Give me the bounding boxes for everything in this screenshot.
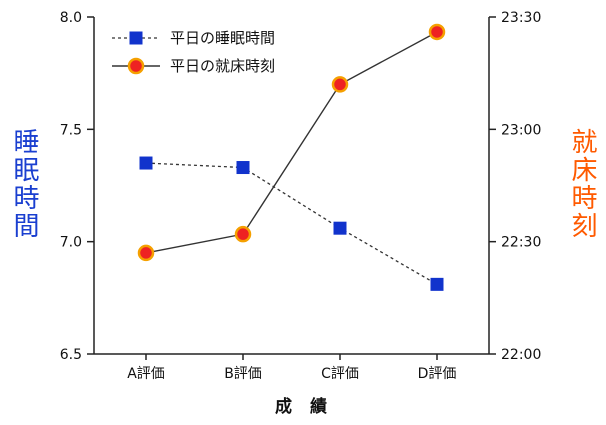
right-axis-label: 就床時刻 <box>567 128 597 240</box>
bedtime-series-line <box>145 31 438 254</box>
axes <box>93 17 490 355</box>
x-axis-label: 成 績 <box>275 397 333 417</box>
right-tick-label: 22:30 <box>501 235 541 251</box>
x-tick-label: C評価 <box>321 366 359 382</box>
legend-bedtime-marker <box>127 57 145 75</box>
left-tick-label: 7.5 <box>60 122 82 138</box>
left-axis-ticks: 6.5 7.0 7.5 8.0 <box>60 10 94 363</box>
sleep-series-line <box>145 162 438 285</box>
x-tick-label: D評価 <box>418 366 457 382</box>
left-tick-label: 6.5 <box>60 347 82 363</box>
x-axis-ticks: A評価 B評価 C評価 D評価 <box>127 354 456 382</box>
legend-sleep-marker <box>129 31 143 45</box>
sleep-series-point <box>236 161 250 175</box>
sleep-series-point <box>333 221 347 235</box>
left-tick-label: 8.0 <box>60 10 82 26</box>
right-tick-label: 22:00 <box>501 347 541 363</box>
left-axis-label: 睡眠時間 <box>9 128 39 240</box>
sleep-series-point <box>139 156 153 170</box>
bedtime-series-point <box>137 244 155 262</box>
right-tick-label: 23:30 <box>501 10 541 26</box>
sleep-series-point <box>430 277 444 291</box>
x-tick-label: B評価 <box>224 366 262 382</box>
legend-bedtime-label: 平日の就床時刻 <box>170 57 275 75</box>
bedtime-series-point <box>428 23 446 41</box>
legend-sleep-label: 平日の睡眠時間 <box>170 29 275 47</box>
right-tick-label: 23:00 <box>501 122 541 138</box>
left-tick-label: 7.0 <box>60 235 82 251</box>
x-tick-label: A評価 <box>127 366 165 382</box>
bedtime-series-point <box>331 76 349 93</box>
series <box>137 23 446 291</box>
bedtime-series-point <box>234 225 252 243</box>
right-axis-ticks: 22:00 22:30 23:00 23:30 <box>489 10 541 363</box>
